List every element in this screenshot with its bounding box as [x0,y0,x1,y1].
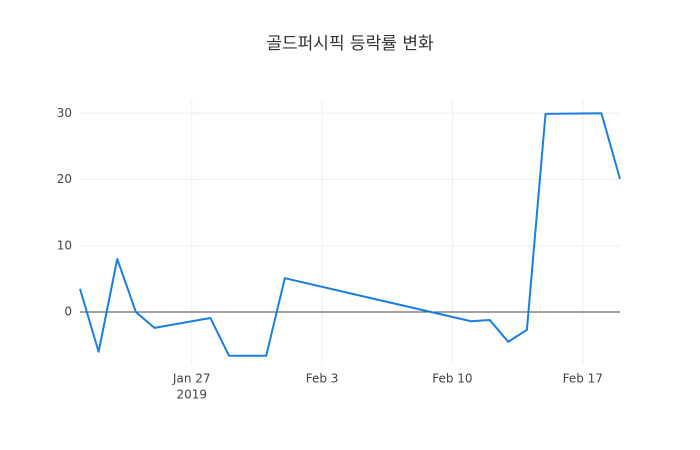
y-tick-label: 20 [57,172,72,186]
x-tick-label: Feb 17 [563,372,603,386]
y-tick-label: 10 [57,238,72,252]
y-tick-label: 30 [57,106,72,120]
x-tick-year: 2019 [176,388,207,402]
y-tick-label: 0 [64,305,72,319]
x-tick-label: Feb 10 [432,372,472,386]
x-tick-label: Feb 3 [306,372,339,386]
x-tick-label: Jan 27 [172,372,211,386]
line [79,112,621,357]
chart-title: 골드퍼시픽 등락률 변화 [266,34,434,54]
